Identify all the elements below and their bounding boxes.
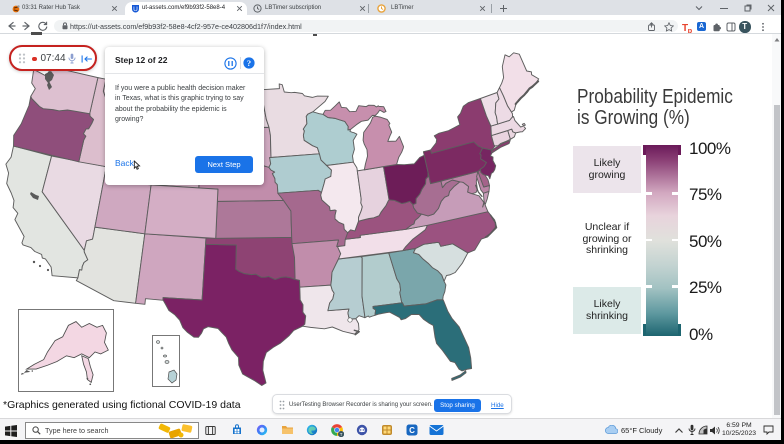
svg-text:U: U [133,6,138,13]
svg-text:p: p [688,26,693,33]
svg-text:?: ? [247,57,251,67]
svg-text:C: C [409,426,415,435]
svg-text:T: T [682,23,688,33]
svg-text:T: T [340,432,343,437]
